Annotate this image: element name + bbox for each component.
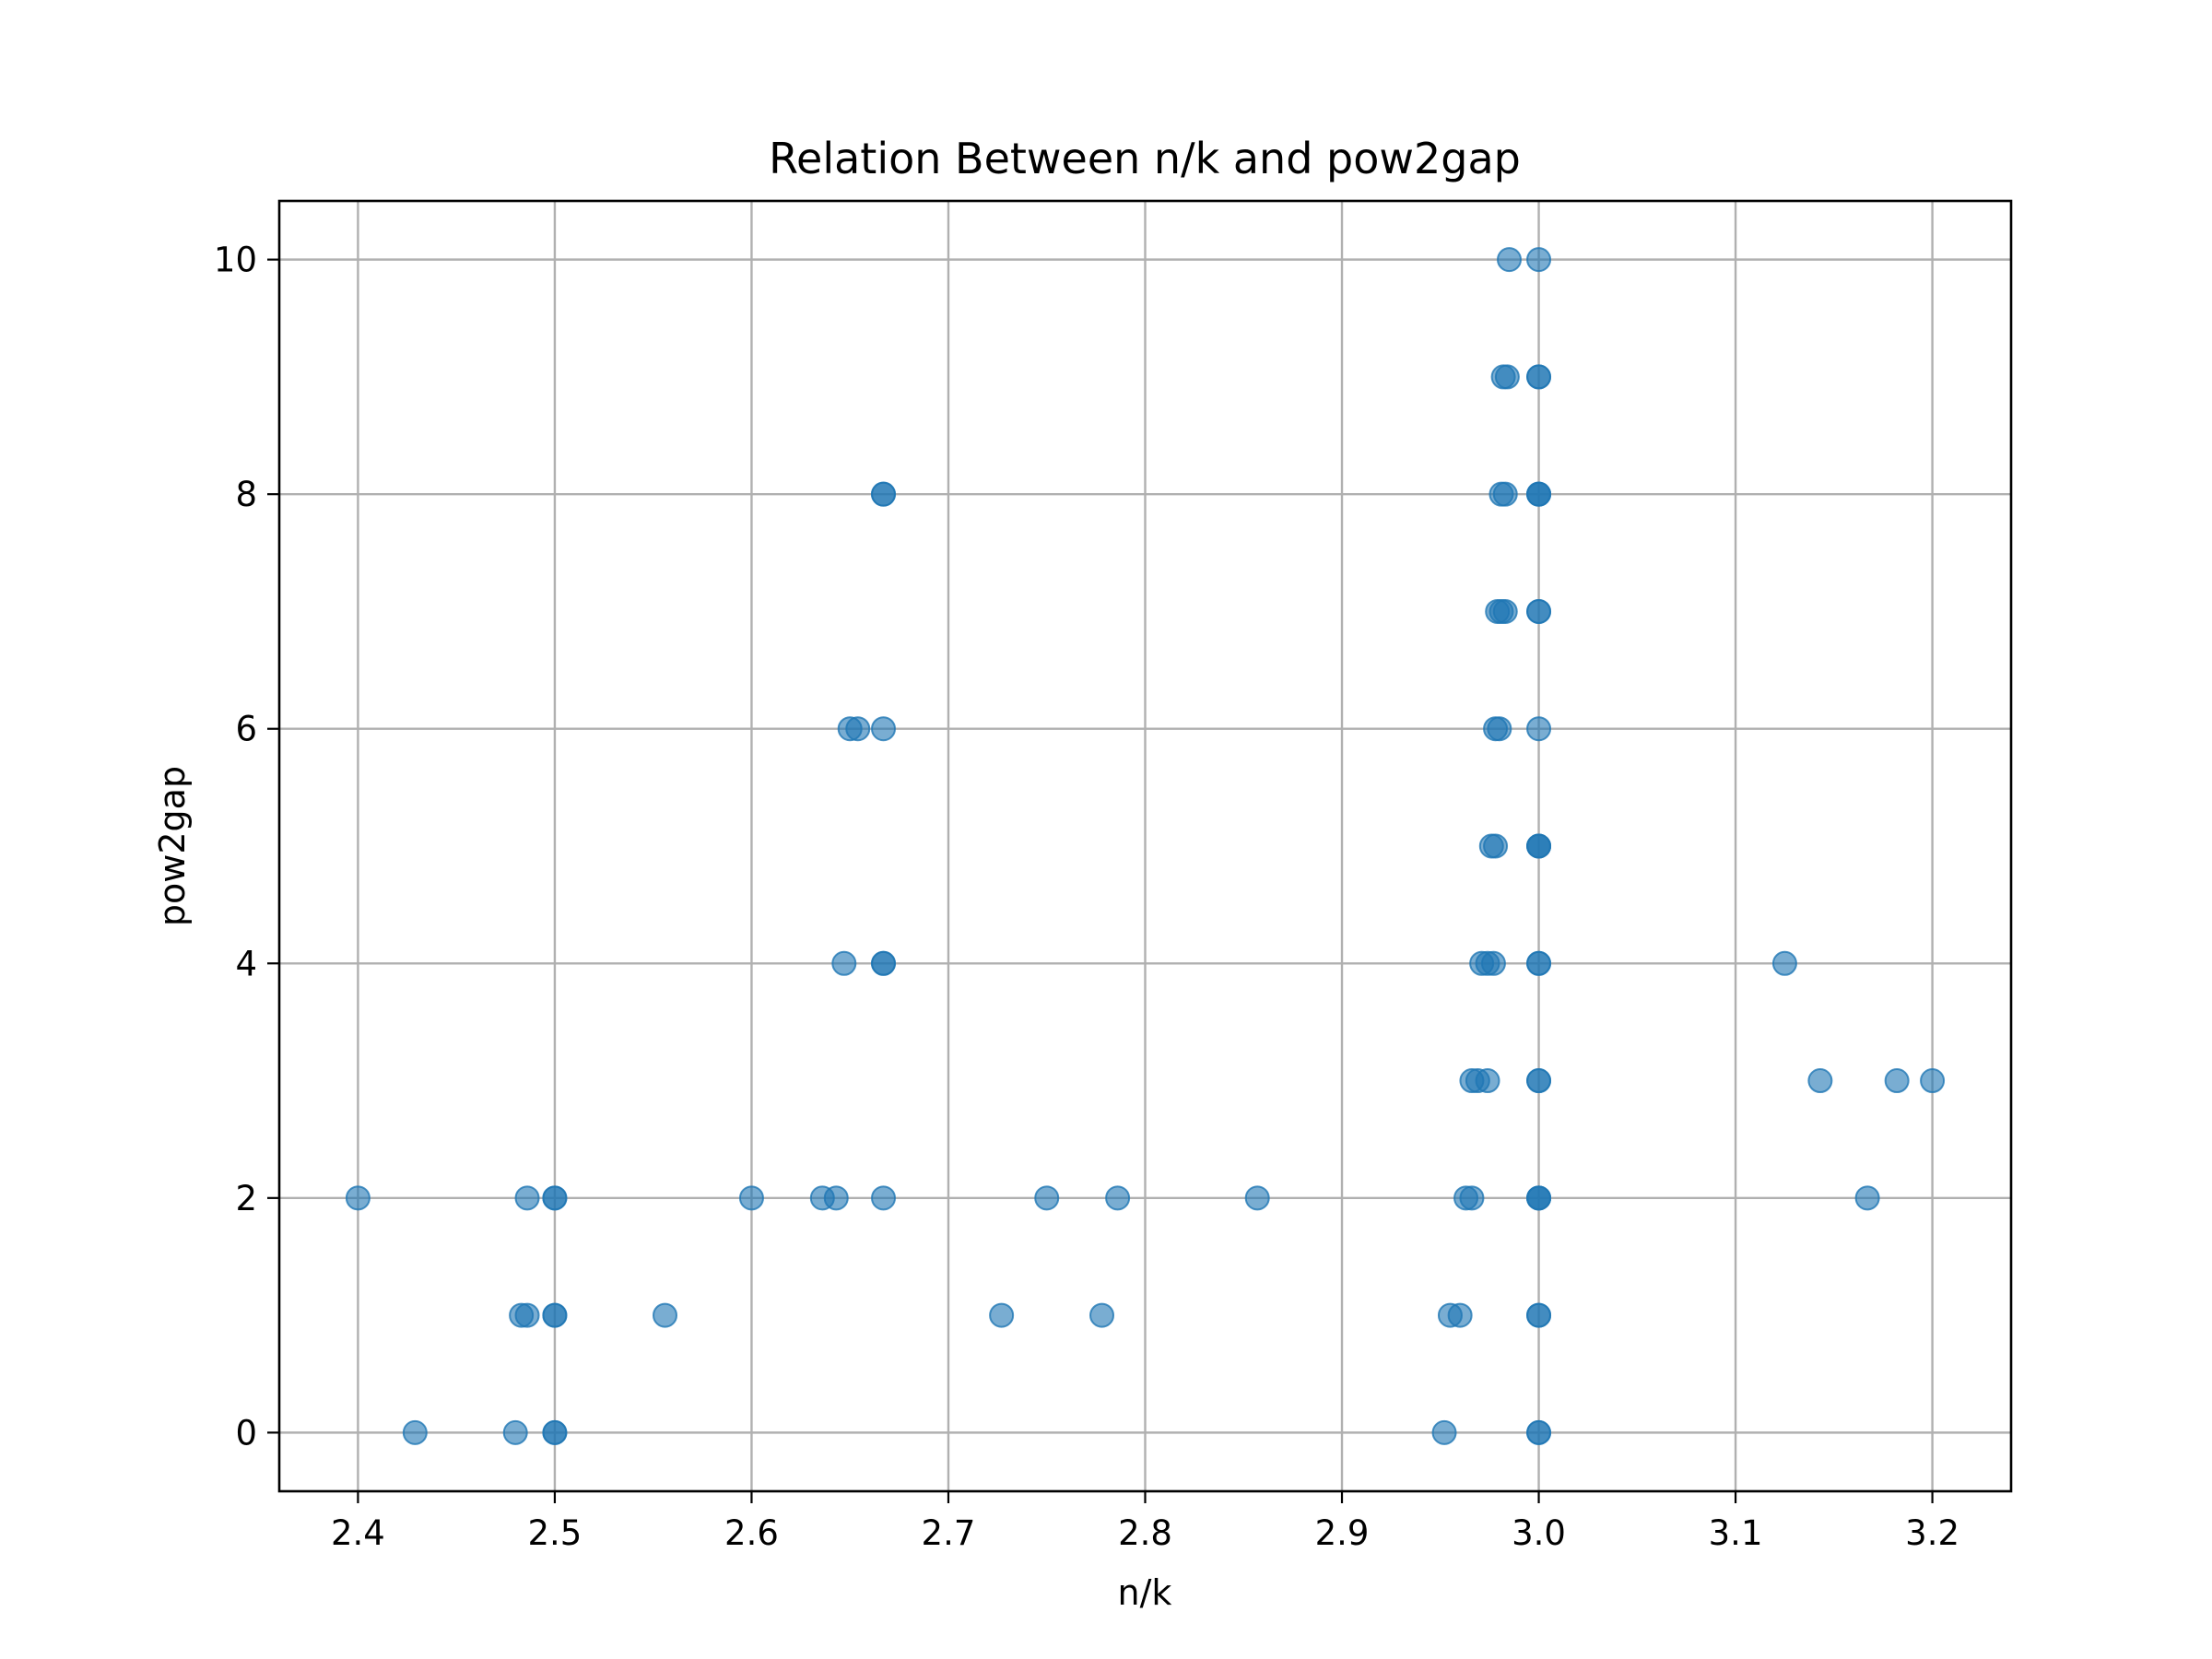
scatter-point xyxy=(1089,1302,1115,1328)
scatter-point xyxy=(1807,1068,1833,1094)
scatter-point xyxy=(1459,1185,1485,1211)
scatter-point xyxy=(514,1302,540,1328)
scatter-point xyxy=(1475,1068,1500,1094)
scatter-point xyxy=(1483,833,1509,859)
x-tick-label: 3.0 xyxy=(1512,1513,1566,1553)
x-tick-label: 2.5 xyxy=(528,1513,582,1553)
scatter-point xyxy=(1526,833,1552,859)
y-tick-label: 6 xyxy=(235,710,257,749)
x-tick-label: 2.8 xyxy=(1118,1513,1172,1553)
scatter-point xyxy=(1492,481,1518,507)
x-tick-label: 2.6 xyxy=(724,1513,779,1553)
scatter-point xyxy=(1244,1185,1270,1211)
y-axis-label: pow2gap xyxy=(152,766,193,926)
scatter-point xyxy=(502,1419,528,1445)
scatter-point xyxy=(1884,1068,1910,1094)
x-tick-label: 2.9 xyxy=(1315,1513,1370,1553)
scatter-point xyxy=(1480,950,1506,976)
x-tick-label: 2.7 xyxy=(922,1513,976,1553)
x-tick-label: 2.4 xyxy=(331,1513,385,1553)
scatter-point xyxy=(542,1302,568,1328)
y-tick-label: 2 xyxy=(235,1179,257,1218)
data-points xyxy=(345,247,1946,1445)
scatter-point xyxy=(1487,716,1512,742)
scatter-point xyxy=(871,716,897,742)
scatter-point xyxy=(871,950,897,976)
x-tick-label: 3.1 xyxy=(1709,1513,1763,1553)
scatter-point xyxy=(1431,1419,1457,1445)
x-axis-label: n/k xyxy=(1118,1572,1172,1613)
chart-title: Relation Between n/k and pow2gap xyxy=(769,134,1521,183)
y-tick-label: 10 xyxy=(214,241,257,280)
grid xyxy=(279,201,2011,1491)
scatter-point xyxy=(738,1185,764,1211)
scatter-point xyxy=(1526,950,1552,976)
scatter-point xyxy=(1494,364,1520,390)
scatter-point xyxy=(653,1302,678,1328)
y-tick-label: 8 xyxy=(235,475,257,514)
scatter-point xyxy=(823,1185,849,1211)
scatter-point xyxy=(989,1302,1015,1328)
y-axis-ticks: 0 2 4 6 8 10 xyxy=(214,241,279,1453)
scatter-point xyxy=(1854,1185,1880,1211)
scatter-point xyxy=(1526,1302,1552,1328)
scatter-point xyxy=(1526,481,1552,507)
scatter-point xyxy=(1492,598,1518,624)
scatter-point xyxy=(1497,247,1523,273)
scatter-point xyxy=(1526,598,1552,624)
scatter-point xyxy=(831,950,857,976)
x-axis-ticks: 2.4 2.5 2.6 2.7 2.8 2.9 3.0 3.1 3.2 xyxy=(331,1491,1959,1553)
scatter-point xyxy=(1526,1185,1552,1211)
scatter-point xyxy=(845,716,871,742)
scatter-point xyxy=(1105,1185,1131,1211)
scatter-point xyxy=(1771,950,1797,976)
scatter-point xyxy=(1526,1419,1552,1445)
scatter-point xyxy=(1034,1185,1060,1211)
scatter-point xyxy=(542,1185,568,1211)
scatter-point xyxy=(871,481,897,507)
scatter-point xyxy=(871,1185,897,1211)
scatter-point xyxy=(1526,364,1552,390)
scatter-point xyxy=(514,1185,540,1211)
scatter-point xyxy=(1920,1068,1946,1094)
scatter-point xyxy=(1526,247,1552,273)
scatter-point xyxy=(1526,716,1552,742)
scatter-point xyxy=(402,1419,428,1445)
scatter-point xyxy=(345,1185,371,1211)
scatter-point xyxy=(1447,1302,1473,1328)
scatter-point xyxy=(1526,1068,1552,1094)
y-tick-label: 4 xyxy=(235,944,257,983)
y-tick-label: 0 xyxy=(235,1413,257,1453)
scatter-point xyxy=(542,1419,568,1445)
x-tick-label: 3.2 xyxy=(1905,1513,1959,1553)
